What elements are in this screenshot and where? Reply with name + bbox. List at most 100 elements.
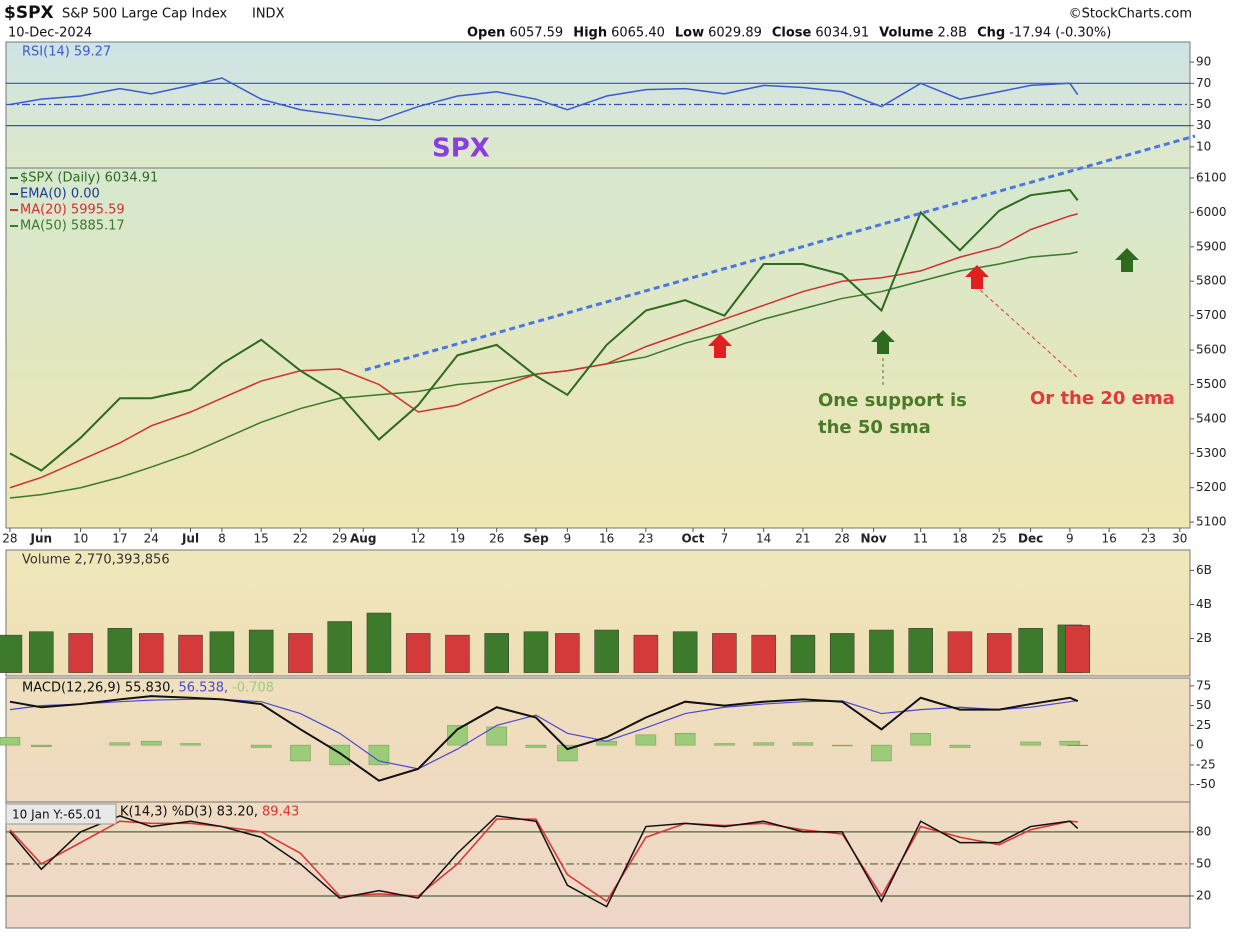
legend-label: 89.43	[262, 805, 299, 820]
x-tick-label: 11	[913, 532, 928, 546]
series-line	[9, 695, 1079, 782]
histogram-bar	[674, 733, 696, 746]
legend-label: K(14,3) %D(3) 83.20,	[120, 805, 258, 820]
quote-value: 6034.91	[815, 26, 869, 41]
series-line	[9, 213, 1078, 489]
volume-bar	[68, 633, 93, 673]
x-tick-label: Aug	[350, 532, 376, 546]
legend-label: 56.538,	[178, 681, 228, 696]
x-tick-label: 18	[952, 532, 967, 546]
legend-label: EMA(0) 0.00	[20, 187, 100, 202]
x-tick-label: 28	[2, 532, 17, 546]
x-tick-label: Oct	[681, 532, 704, 546]
x-tick-label: 30	[1172, 532, 1187, 546]
x-tick-label: 9	[564, 532, 572, 546]
histogram-bar	[368, 744, 390, 766]
quote-value: 6065.40	[611, 26, 665, 41]
y-tick-label: 20	[1196, 888, 1211, 902]
arrow-up	[871, 330, 895, 354]
series-line	[9, 77, 1079, 122]
volume-bar	[908, 628, 933, 673]
histogram-bar	[31, 744, 52, 747]
histogram-bar	[753, 742, 774, 746]
volume-bar	[523, 631, 549, 673]
histogram-bar	[1067, 744, 1088, 746]
series-line	[9, 698, 1078, 770]
quote-label: Open	[467, 26, 505, 41]
volume-bar	[1065, 625, 1090, 673]
spx-label: SPX	[432, 134, 490, 164]
y-tick-label: 5500	[1196, 377, 1227, 391]
y-tick-label: 25	[1196, 718, 1211, 732]
y-tick-label: 50	[1196, 856, 1211, 870]
volume-bar	[107, 628, 133, 673]
y-tick-label: 5300	[1196, 446, 1227, 460]
x-tick-label: Nov	[861, 532, 887, 546]
histogram-bar	[871, 744, 892, 762]
histogram-bar	[486, 726, 507, 746]
x-tick-label: 23	[1141, 532, 1156, 546]
x-tick-label: 16	[1101, 532, 1116, 546]
x-tick-label: 10	[73, 532, 88, 546]
histogram-bar	[141, 740, 162, 746]
y-tick-label: 75	[1196, 678, 1211, 692]
volume-bar	[209, 631, 235, 673]
x-tick-label: 19	[450, 532, 465, 546]
histogram-bar	[447, 725, 468, 746]
legend-label: MACD(12,26,9) 55.830,	[22, 681, 174, 696]
y-tick-label: 5800	[1196, 274, 1227, 288]
x-tick-label: 17	[112, 532, 127, 546]
panel	[5, 801, 1191, 929]
volume-bar	[672, 631, 698, 673]
y-tick-label: 4B	[1196, 597, 1212, 611]
quote-value: -17.94 (-0.30%)	[1009, 26, 1111, 41]
volume-bar	[405, 633, 431, 673]
volume-bar	[484, 633, 509, 673]
volume-bar	[633, 634, 659, 673]
x-tick-label: 16	[599, 532, 614, 546]
histogram-bar	[635, 734, 657, 746]
support-note: One support is	[818, 390, 967, 411]
volume-bar	[712, 633, 737, 673]
quote-label: Chg	[977, 26, 1005, 41]
volume-bar	[594, 629, 619, 673]
volume-bar	[327, 621, 352, 673]
trend-line	[364, 134, 1196, 372]
volume-bar	[829, 633, 855, 673]
histogram-bar	[290, 744, 311, 762]
y-tick-label: 5700	[1196, 308, 1227, 322]
y-tick-label: 5600	[1196, 343, 1227, 357]
cursor-box	[5, 803, 117, 825]
arrow-up	[965, 265, 989, 289]
y-tick-label: 5100	[1196, 515, 1227, 529]
x-tick-label: 28	[835, 532, 850, 546]
x-tick-label: Dec	[1018, 532, 1043, 546]
y-tick-label: 0	[1196, 738, 1204, 752]
quote-label: Low	[675, 26, 704, 41]
quote-label: High	[573, 26, 607, 41]
x-tick-label: 22	[293, 532, 308, 546]
y-tick-label: 5900	[1196, 239, 1227, 253]
x-tick-label: 14	[756, 532, 771, 546]
legend-label: -0.708	[232, 681, 274, 696]
volume-bar	[986, 633, 1012, 673]
volume-bar	[366, 612, 392, 673]
histogram-bar	[714, 743, 735, 746]
y-tick-label: 6000	[1196, 205, 1227, 219]
y-tick-label: 2B	[1196, 631, 1212, 645]
quote-label: Volume	[879, 26, 934, 41]
x-tick-label: 7	[721, 532, 729, 546]
legend-label: Volume 2,770,393,856	[22, 553, 170, 568]
y-tick-label: 10	[1196, 139, 1211, 153]
volume-bar	[445, 634, 470, 673]
series-line	[9, 815, 1079, 908]
support-note: the 50 sma	[818, 417, 931, 438]
quote-label: Close	[772, 26, 812, 41]
volume-bar	[248, 629, 274, 673]
x-tick-label: 9	[1066, 532, 1074, 546]
histogram-bar	[831, 744, 853, 747]
y-tick-label: 90	[1196, 55, 1211, 69]
pointer	[979, 289, 1079, 379]
histogram-bar	[250, 744, 272, 748]
x-tick-label: 24	[144, 532, 159, 546]
